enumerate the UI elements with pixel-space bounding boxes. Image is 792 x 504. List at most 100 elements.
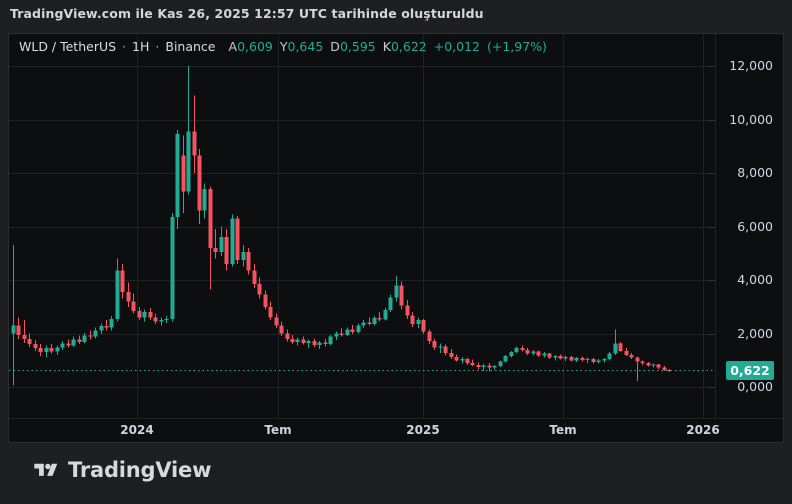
candle-body bbox=[16, 325, 21, 335]
change-absolute: +0,012 bbox=[433, 39, 480, 54]
candle-body bbox=[323, 342, 328, 345]
candle-body bbox=[613, 343, 618, 354]
candle-body bbox=[66, 343, 71, 346]
candle-body bbox=[197, 155, 202, 211]
candle-wick bbox=[90, 330, 91, 340]
candle-body bbox=[509, 352, 514, 357]
candle-body bbox=[192, 131, 197, 156]
candle-body bbox=[175, 134, 180, 218]
tradingview-icon bbox=[34, 463, 58, 476]
candle-body bbox=[465, 358, 470, 363]
candle-body bbox=[328, 336, 333, 345]
candle-body bbox=[449, 352, 454, 358]
candle-wick bbox=[341, 328, 342, 337]
tradingview-logo[interactable]: TradingView bbox=[34, 458, 211, 482]
x-axis-label: 2024 bbox=[120, 423, 154, 437]
x-axis-label: 2026 bbox=[686, 423, 720, 437]
candle-body bbox=[460, 358, 465, 361]
candle-body bbox=[306, 340, 311, 344]
candle-body bbox=[170, 217, 175, 319]
candle-wick bbox=[13, 245, 14, 386]
candle-body bbox=[525, 350, 530, 354]
candle-body bbox=[656, 364, 661, 368]
candle-body bbox=[137, 310, 142, 318]
tradingview-wordmark: TradingView bbox=[68, 458, 212, 482]
candle-wick bbox=[24, 320, 25, 343]
candle-body bbox=[339, 333, 344, 335]
candle-body bbox=[317, 342, 322, 346]
candle-body bbox=[432, 340, 437, 348]
candle-body bbox=[55, 347, 60, 352]
candle-body bbox=[60, 343, 65, 348]
candle-body bbox=[345, 329, 350, 335]
candle-body bbox=[640, 361, 645, 363]
candle-body bbox=[285, 333, 290, 339]
candle-body bbox=[230, 218, 235, 264]
candle-body bbox=[662, 367, 667, 370]
candle-body bbox=[520, 348, 525, 351]
candle-body bbox=[618, 343, 623, 351]
time-axis: 2024 Tem 2025 Tem 2026 bbox=[9, 418, 783, 442]
candle-body bbox=[558, 355, 563, 359]
candle-body bbox=[301, 339, 306, 344]
candle-body bbox=[208, 189, 213, 248]
candle-body bbox=[503, 356, 508, 362]
candle-body bbox=[421, 320, 426, 332]
candle-wick bbox=[215, 229, 216, 259]
candle-body bbox=[126, 292, 131, 302]
ohlc-high: Y0,645 bbox=[279, 39, 324, 54]
candle-wick bbox=[637, 356, 638, 382]
candle-body bbox=[224, 237, 229, 264]
candle-body bbox=[312, 340, 317, 346]
candle-body bbox=[569, 356, 574, 361]
y-axis-label: 6,000 bbox=[737, 218, 773, 234]
candle-wick bbox=[308, 339, 309, 349]
candle-body bbox=[388, 297, 393, 310]
candle-body bbox=[667, 369, 672, 371]
x-axis-label: 2025 bbox=[406, 423, 440, 437]
candle-wick bbox=[161, 317, 162, 326]
x-axis-label: Tem bbox=[264, 423, 292, 437]
separator: · bbox=[122, 39, 127, 54]
candle-body bbox=[574, 358, 579, 361]
candle-body bbox=[142, 312, 147, 318]
candle-body bbox=[580, 358, 585, 360]
candle-body bbox=[38, 348, 43, 353]
candle-body bbox=[563, 356, 568, 359]
candle-body bbox=[498, 361, 503, 367]
candle-body bbox=[213, 247, 218, 252]
candle-body bbox=[148, 312, 153, 318]
candle-body bbox=[350, 329, 355, 333]
candle-body bbox=[104, 326, 109, 328]
candle-body bbox=[77, 339, 82, 343]
y-axis-label: 10,000 bbox=[729, 111, 773, 127]
candle-body bbox=[438, 346, 443, 348]
candle-body bbox=[629, 354, 634, 358]
candle-wick bbox=[106, 320, 107, 331]
candle-body bbox=[268, 306, 273, 318]
candle-body bbox=[252, 270, 257, 285]
separator: · bbox=[155, 39, 160, 54]
candle-body bbox=[514, 348, 519, 353]
candle-body bbox=[290, 338, 295, 343]
y-axis-label: 0,000 bbox=[737, 379, 773, 394]
price-badge: 0,622 bbox=[726, 360, 774, 380]
candle-body bbox=[602, 359, 607, 361]
y-axis-label: 2,000 bbox=[737, 325, 773, 341]
candle-wick bbox=[440, 343, 441, 353]
ohlc-open: A0,609 bbox=[228, 39, 273, 54]
candle-body bbox=[88, 335, 93, 337]
candle-body bbox=[410, 315, 415, 325]
candle-wick bbox=[188, 66, 189, 195]
chart-panel: WLD / TetherUS · 1H · Binance A0,609 Y0,… bbox=[8, 33, 784, 443]
candle-wick bbox=[483, 363, 484, 371]
y-axis-label: 8,000 bbox=[737, 165, 773, 180]
candle-body bbox=[536, 351, 541, 356]
candle-body bbox=[120, 270, 125, 293]
candle-body bbox=[367, 322, 372, 325]
candle-body bbox=[531, 351, 536, 354]
candle-wick bbox=[68, 339, 69, 348]
candle-body bbox=[416, 320, 421, 325]
candle-wick bbox=[587, 357, 588, 363]
candle-body bbox=[279, 325, 284, 334]
